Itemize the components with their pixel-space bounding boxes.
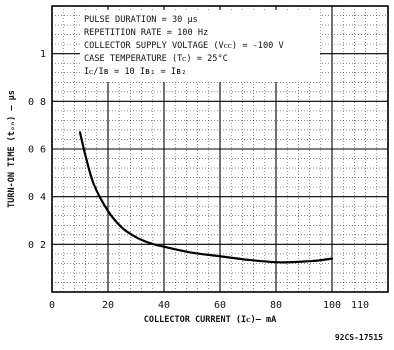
- series-line: [78, 131, 334, 264]
- x-tick-label: 20: [102, 300, 114, 311]
- y-axis-ticks: 0 2 0 4 0 6 0 8 1: [28, 49, 46, 251]
- x-tick-label: 80: [270, 300, 282, 311]
- x-tick-label: 40: [158, 300, 170, 311]
- y-axis-title: TURN-ON TIME (tₒₙ) — μs: [7, 90, 17, 208]
- condition-line: CASE TEMPERATURE (Tᴄ) = 25°C: [84, 54, 228, 64]
- conditions-box: [80, 10, 320, 82]
- grid: [51, 5, 389, 293]
- y-tick-label: 0 8: [28, 97, 46, 108]
- x-tick-label: 0: [49, 300, 55, 311]
- x-tick-label: 110: [351, 300, 369, 311]
- x-axis-ticks: 0 20 40 60 80 100 110: [49, 300, 369, 311]
- figure-id: 92CS-17515: [335, 333, 383, 342]
- condition-line: PULSE DURATION = 30 μs: [84, 15, 198, 25]
- x-tick-label: 60: [214, 300, 226, 311]
- condition-line: REPETITION RATE = 100 Hz: [84, 28, 208, 38]
- conditions-text: PULSE DURATION = 30 μs REPETITION RATE = …: [84, 15, 284, 77]
- plot-frame: [51, 5, 389, 293]
- y-tick-label: 0 6: [28, 145, 46, 156]
- x-axis-title: COLLECTOR CURRENT (Iᴄ)— mA: [144, 315, 276, 325]
- y-tick-label: 0 4: [28, 192, 46, 203]
- x-tick-label: 100: [323, 300, 341, 311]
- condition-line: COLLECTOR SUPPLY VOLTAGE (Vᴄᴄ) = -100 V: [84, 41, 284, 51]
- y-tick-label: 1: [40, 49, 46, 60]
- y-tick-label: 0 2: [28, 240, 46, 251]
- condition-line: Iᴄ/Iʙ = 10 Iʙ₁ = Iʙ₂: [84, 67, 186, 77]
